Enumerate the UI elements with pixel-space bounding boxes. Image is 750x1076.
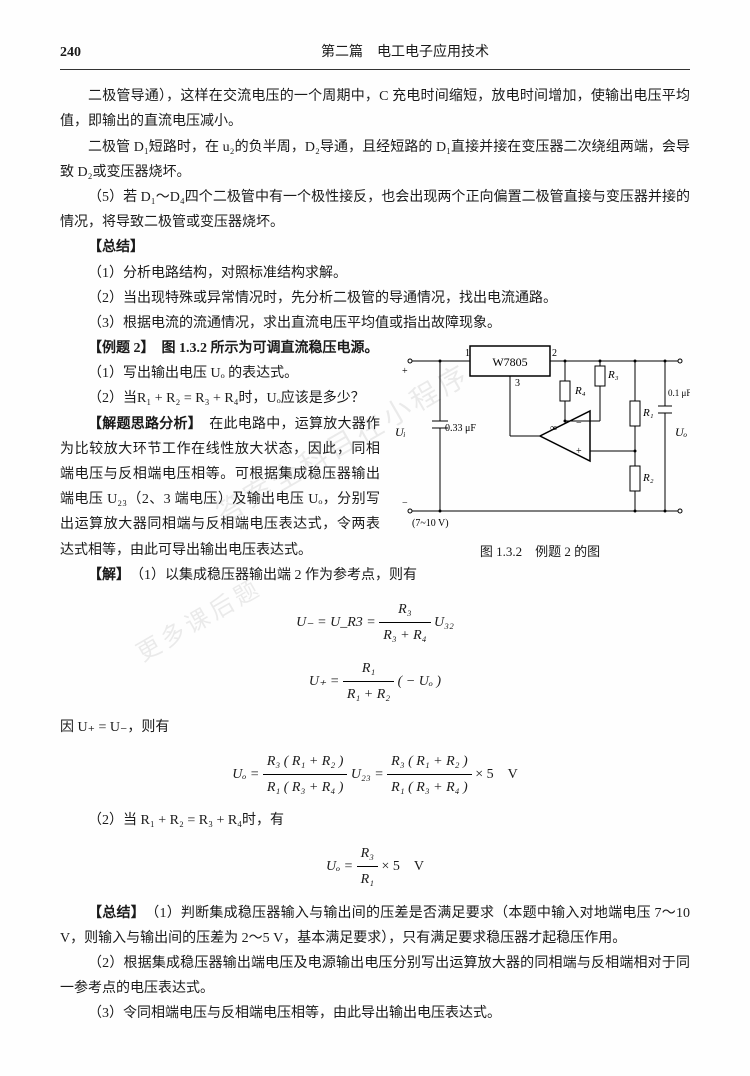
paragraph: （2）根据集成稳压器输出端电压及电源输出电压分别写出运算放大器的同相端与反相端相… [60,951,690,1001]
page-number: 240 [60,40,120,65]
example-title: 【例题 2】 图 1.3.2 所示为可调直流稳压电源。 [60,336,380,361]
example-text: 【例题 2】 图 1.3.2 所示为可调直流稳压电源。 （1）写出输出电压 Uₒ… [60,336,380,563]
paragraph: 二极管 D₁短路时，在 u₂的负半周，D₂导通，且经短路的 D₁直接并接在变压器… [60,135,690,185]
eq-den: R₁ [357,867,378,892]
eq-mid: U₂₃ = [351,766,384,781]
eq-lhs: U₋ = U_R3 = [296,615,376,630]
eq-num: R₃ ( R₁ + R₂ ) [387,749,472,775]
eq-num: R₃ [379,597,430,623]
solve-text: （1）以集成稳压器输出端 2 作为参考点，则有 [137,568,417,583]
svg-text:R₂: R₂ [642,472,654,484]
svg-text:Uᵢ: Uᵢ [395,425,406,439]
eq-lhs: Uₒ = [326,859,353,874]
equation: Uₒ = R₃ ( R₁ + R₂ )R₁ ( R₃ + R₄ ) U₂₃ = … [60,749,690,800]
svg-text:1: 1 [465,348,470,359]
circuit-svg: W7805 1 2 3 + Uᵢ 0.33 μF − ( [390,336,690,536]
example-row: 【例题 2】 图 1.3.2 所示为可调直流稳压电源。 （1）写出输出电压 Uₒ… [60,336,690,563]
summary-heading: 【总结】 [60,235,690,260]
eq-den: R₁ + R₂ [343,682,394,707]
eq-den: R₁ ( R₃ + R₄ ) [263,775,348,800]
svg-text:3: 3 [515,378,520,389]
eq-rhs: × 5 V [475,766,518,781]
equation: Uₒ = R₃R₁ × 5 V [60,841,690,892]
summary-heading: 【总结】 [88,906,138,921]
svg-text:∞: ∞ [550,423,557,434]
eq-lhs: Uₒ = [232,766,259,781]
circuit-figure: W7805 1 2 3 + Uᵢ 0.33 μF − ( [390,336,690,563]
paragraph: 因 U₊ = U₋，则有 [60,715,690,740]
svg-text:R₃: R₃ [607,369,619,381]
eq-rhs: ( − Uₒ ) [398,674,441,689]
eq-num: R₁ [343,656,394,682]
svg-text:2: 2 [552,348,557,359]
eq-num: R₃ [357,841,378,867]
svg-text:−: − [576,418,582,429]
paragraph: （2）当出现特殊或异常情况时，先分析二极管的导通情况，找出电流通路。 [60,286,690,311]
solve-heading: 【解】 [88,568,123,583]
svg-text:+: + [576,446,582,457]
svg-text:0.33 μF: 0.33 μF [445,423,476,434]
paragraph: （3）令同相端电压与反相端电压相等，由此导出输出电压表达式。 [60,1001,690,1026]
paragraph: 【解题思路分析】 在此电路中，运算放大器作为比较放大环节工作在线性放大状态，因此… [60,412,380,563]
svg-text:W7805: W7805 [492,355,527,369]
paragraph: （1）分析电路结构，对照标准结构求解。 [60,261,690,286]
svg-text:0.1 μF: 0.1 μF [668,388,690,398]
svg-text:+: + [402,366,408,377]
analysis-text: 在此电路中，运算放大器作为比较放大环节工作在线性放大状态，因此，同相端电压与反相… [60,417,380,558]
eq-den: R₁ ( R₃ + R₄ ) [387,775,472,800]
eq-lhs: U₊ = [309,674,339,689]
paragraph: 【总结】 （1）判断集成稳压器输入与输出间的压差是否满足要求（本题中输入对地端电… [60,901,690,951]
paragraph: 【解】 （1）以集成稳压器输出端 2 作为参考点，则有 [60,563,690,588]
example-title-label: 【例题 2】 图 1.3.2 所示为可调直流稳压电源。 [88,341,379,356]
figure-caption: 图 1.3.2 例题 2 的图 [390,540,690,563]
page-header: 240 第二篇 电工电子应用技术 [60,40,690,70]
paragraph: （2）当R₁ + R₂ = R₃ + R₄时，Uₒ应该是多少？ [60,386,380,411]
svg-text:R₄: R₄ [574,385,586,397]
header-title: 第二篇 电工电子应用技术 [120,40,690,65]
eq-rhs: × 5 V [381,859,424,874]
analysis-heading: 【解题思路分析】 [88,417,195,432]
svg-text:Uₒ: Uₒ [675,425,688,439]
equation: U₊ = R₁R₁ + R₂ ( − Uₒ ) [60,656,690,707]
svg-text:(7~10 V): (7~10 V) [412,518,449,529]
paragraph: （5）若 D₁～D₄四个二极管中有一个极性接反，也会出现两个正向偏置二极管直接与… [60,185,690,235]
paragraph: 二极管导通），这样在交流电压的一个周期中，C 充电时间缩短，放电时间增加，使输出… [60,84,690,134]
svg-text:R₁: R₁ [642,407,654,419]
eq-rhs: U₃₂ [434,615,454,630]
paragraph: （3）根据电流的流通情况，求出直流电压平均值或指出故障现象。 [60,311,690,336]
eq-num: R₃ ( R₁ + R₂ ) [263,749,348,775]
page: 答案全科目在小程序 更多课后题 240 第二篇 电工电子应用技术 二极管导通），… [0,0,750,1076]
paragraph: （1）写出输出电压 Uₒ 的表达式。 [60,361,380,386]
eq-den: R₃ + R₄ [379,623,430,648]
equation: U₋ = U_R3 = R₃R₃ + R₄ U₃₂ [60,597,690,648]
svg-text:−: − [402,498,408,509]
summary-text: （1）判断集成稳压器输入与输出间的压差是否满足要求（本题中输入对地端电压 7～1… [60,906,690,946]
paragraph: （2）当 R₁ + R₂ = R₃ + R₄时，有 [60,808,690,833]
